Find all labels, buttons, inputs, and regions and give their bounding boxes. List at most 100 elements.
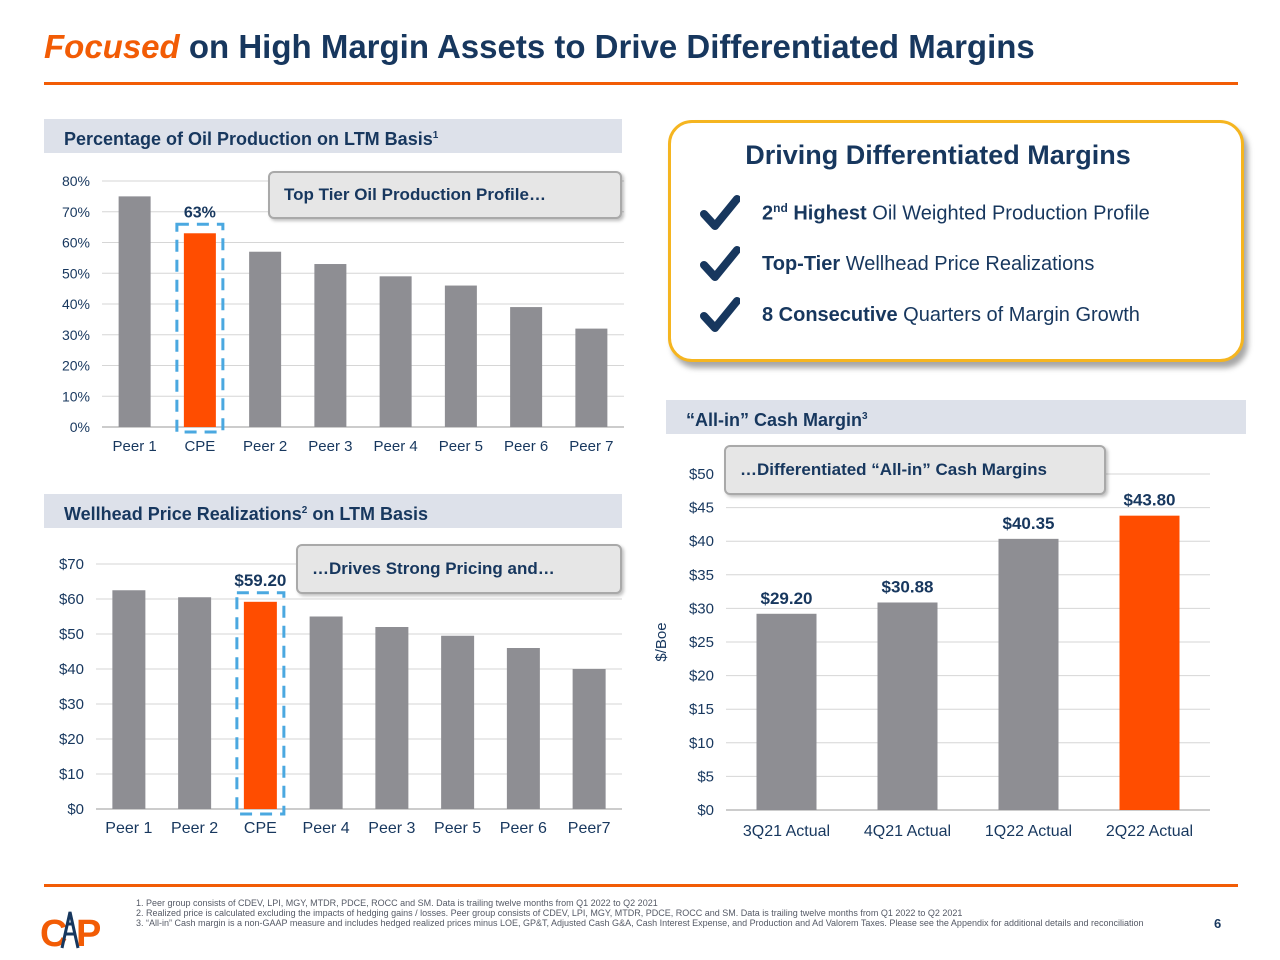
y-tick-label: $45 — [689, 500, 714, 517]
y-tick-label: $30 — [59, 696, 84, 713]
bar — [314, 264, 347, 427]
highlight-sup: nd — [773, 200, 788, 215]
margin-header-text: “All-in” Cash Margin — [686, 410, 863, 430]
data-label: $40.35 — [1003, 514, 1055, 533]
bar — [510, 307, 543, 427]
y-tick-label: 60% — [62, 235, 90, 251]
y-axis-label: $/Boe — [653, 622, 670, 661]
data-label: $59.20 — [234, 571, 286, 590]
highlight-text: 2nd Highest Oil Weighted Production Prof… — [762, 201, 1150, 226]
page-number: 6 — [1214, 916, 1222, 931]
price-chart-header: Wellhead Price Realizations2 on LTM Basi… — [44, 494, 622, 528]
footer-divider — [44, 884, 1238, 887]
bar — [178, 597, 212, 809]
footnote: Realized price is calculated excluding t… — [146, 908, 1172, 918]
bar — [441, 635, 475, 809]
oil-header-text: Percentage of Oil Production on LTM Basi… — [64, 129, 433, 149]
y-tick-label: 70% — [62, 204, 90, 220]
title-highlight: Focused — [44, 28, 180, 65]
y-tick-label: 80% — [62, 173, 90, 189]
y-tick-label: $15 — [689, 701, 714, 718]
price-callout: …Drives Strong Pricing and… — [296, 544, 622, 594]
data-label: $43.80 — [1124, 491, 1176, 510]
highlight-bold: 8 Consecutive — [762, 303, 898, 326]
x-tick-label: Peer 5 — [434, 820, 481, 837]
x-tick-label: Peer 6 — [504, 438, 548, 455]
page-title: Focused on High Margin Assets to Drive D… — [44, 28, 1035, 66]
x-tick-label: Peer 6 — [500, 820, 547, 837]
highlights-title: Driving Differentiated Margins — [745, 140, 1131, 170]
y-tick-label: $60 — [59, 591, 84, 608]
bar — [506, 648, 540, 809]
title-divider — [44, 82, 1238, 85]
x-tick-label: Peer 4 — [303, 820, 350, 837]
title-rest: on High Margin Assets to Drive Different… — [179, 28, 1035, 65]
footnotes: Peer group consists of CDEV, LPI, MGY, M… — [132, 898, 1172, 928]
bar — [877, 602, 938, 810]
y-tick-label: $35 — [689, 567, 714, 584]
y-tick-label: 50% — [62, 265, 90, 281]
bar — [375, 627, 409, 809]
bar-highlight — [243, 601, 277, 809]
price-header-sup: 2 — [301, 505, 308, 516]
svg-text:P: P — [76, 913, 100, 955]
oil-header-sup: 1 — [432, 130, 439, 141]
bar — [118, 196, 151, 427]
footnote: “All-in” Cash margin is a non-GAAP measu… — [146, 918, 1172, 928]
x-tick-label: 2Q22 Actual — [1106, 823, 1193, 840]
y-tick-label: $10 — [59, 766, 84, 783]
bar — [249, 251, 282, 427]
bar-highlight — [1119, 515, 1180, 810]
price-header-text-a: Wellhead Price Realizations — [64, 504, 302, 524]
highlight-text: Top-Tier Wellhead Price Realizations — [762, 253, 1094, 276]
company-logo: C P — [40, 911, 100, 955]
footnote: Peer group consists of CDEV, LPI, MGY, M… — [146, 898, 1172, 908]
bar — [572, 669, 606, 809]
x-tick-label: CPE — [184, 438, 215, 455]
highlight-text: 8 Consecutive Quarters of Margin Growth — [762, 304, 1140, 327]
bar — [309, 616, 343, 809]
x-tick-label: 1Q22 Actual — [985, 823, 1072, 840]
bar — [575, 328, 608, 427]
y-tick-label: $5 — [697, 768, 714, 785]
cash-margin-chart: $0 $5 $10 $15 $20 $25 $30 $35 $40 $45 $50 $29.20 3Q2… — [653, 466, 1210, 840]
bar — [379, 276, 412, 427]
y-tick-label: $50 — [689, 466, 714, 483]
data-label: $30.88 — [882, 577, 934, 596]
highlight-dash-box — [235, 591, 286, 816]
oil-production-chart: 0% 10% 20% 30% 40% 50% 60% 70% 80% Peer 1 63% CPE Pe… — [62, 173, 624, 455]
x-tick-label: Peer7 — [568, 820, 611, 837]
y-tick-label: $40 — [689, 533, 714, 550]
oil-callout: Top Tier Oil Production Profile… — [268, 171, 622, 219]
x-tick-label: Peer 3 — [308, 438, 352, 455]
x-tick-label: 4Q21 Actual — [864, 823, 951, 840]
bar-highlight — [183, 233, 216, 427]
y-tick-label: $25 — [689, 634, 714, 651]
checkmark-icon — [700, 246, 740, 281]
y-tick-label: $0 — [67, 801, 84, 818]
bar — [112, 590, 146, 809]
highlight-rest: Wellhead Price Realizations — [840, 252, 1095, 275]
oil-chart-header: Percentage of Oil Production on LTM Basi… — [44, 119, 622, 153]
y-tick-label: $30 — [689, 600, 714, 617]
highlight-rest: Oil Weighted Production Profile — [866, 202, 1150, 225]
highlight-rest: Quarters of Margin Growth — [897, 303, 1140, 326]
y-tick-label: $50 — [59, 626, 84, 643]
y-tick-label: 20% — [62, 358, 90, 374]
x-tick-label: CPE — [244, 820, 277, 837]
margin-callout: …Differentiated “All-in” Cash Margins — [724, 445, 1106, 495]
highlight-item: 2nd Highest Oil Weighted Production Prof… — [700, 193, 1150, 233]
y-tick-label: 0% — [70, 419, 90, 435]
y-tick-label: $10 — [689, 735, 714, 752]
y-tick-label: $20 — [689, 668, 714, 685]
highlight-bold: 2 — [762, 202, 774, 225]
price-header-text-b: on LTM Basis — [307, 504, 429, 524]
x-tick-label: Peer 7 — [569, 438, 613, 455]
y-tick-label: $40 — [59, 661, 84, 678]
data-label: $29.20 — [761, 589, 813, 608]
margin-chart-header: “All-in” Cash Margin3 — [666, 400, 1246, 434]
x-tick-label: Peer 2 — [243, 438, 287, 455]
y-tick-label: 40% — [62, 296, 90, 312]
y-tick-label: $70 — [59, 556, 84, 573]
y-tick-label: 30% — [62, 327, 90, 343]
